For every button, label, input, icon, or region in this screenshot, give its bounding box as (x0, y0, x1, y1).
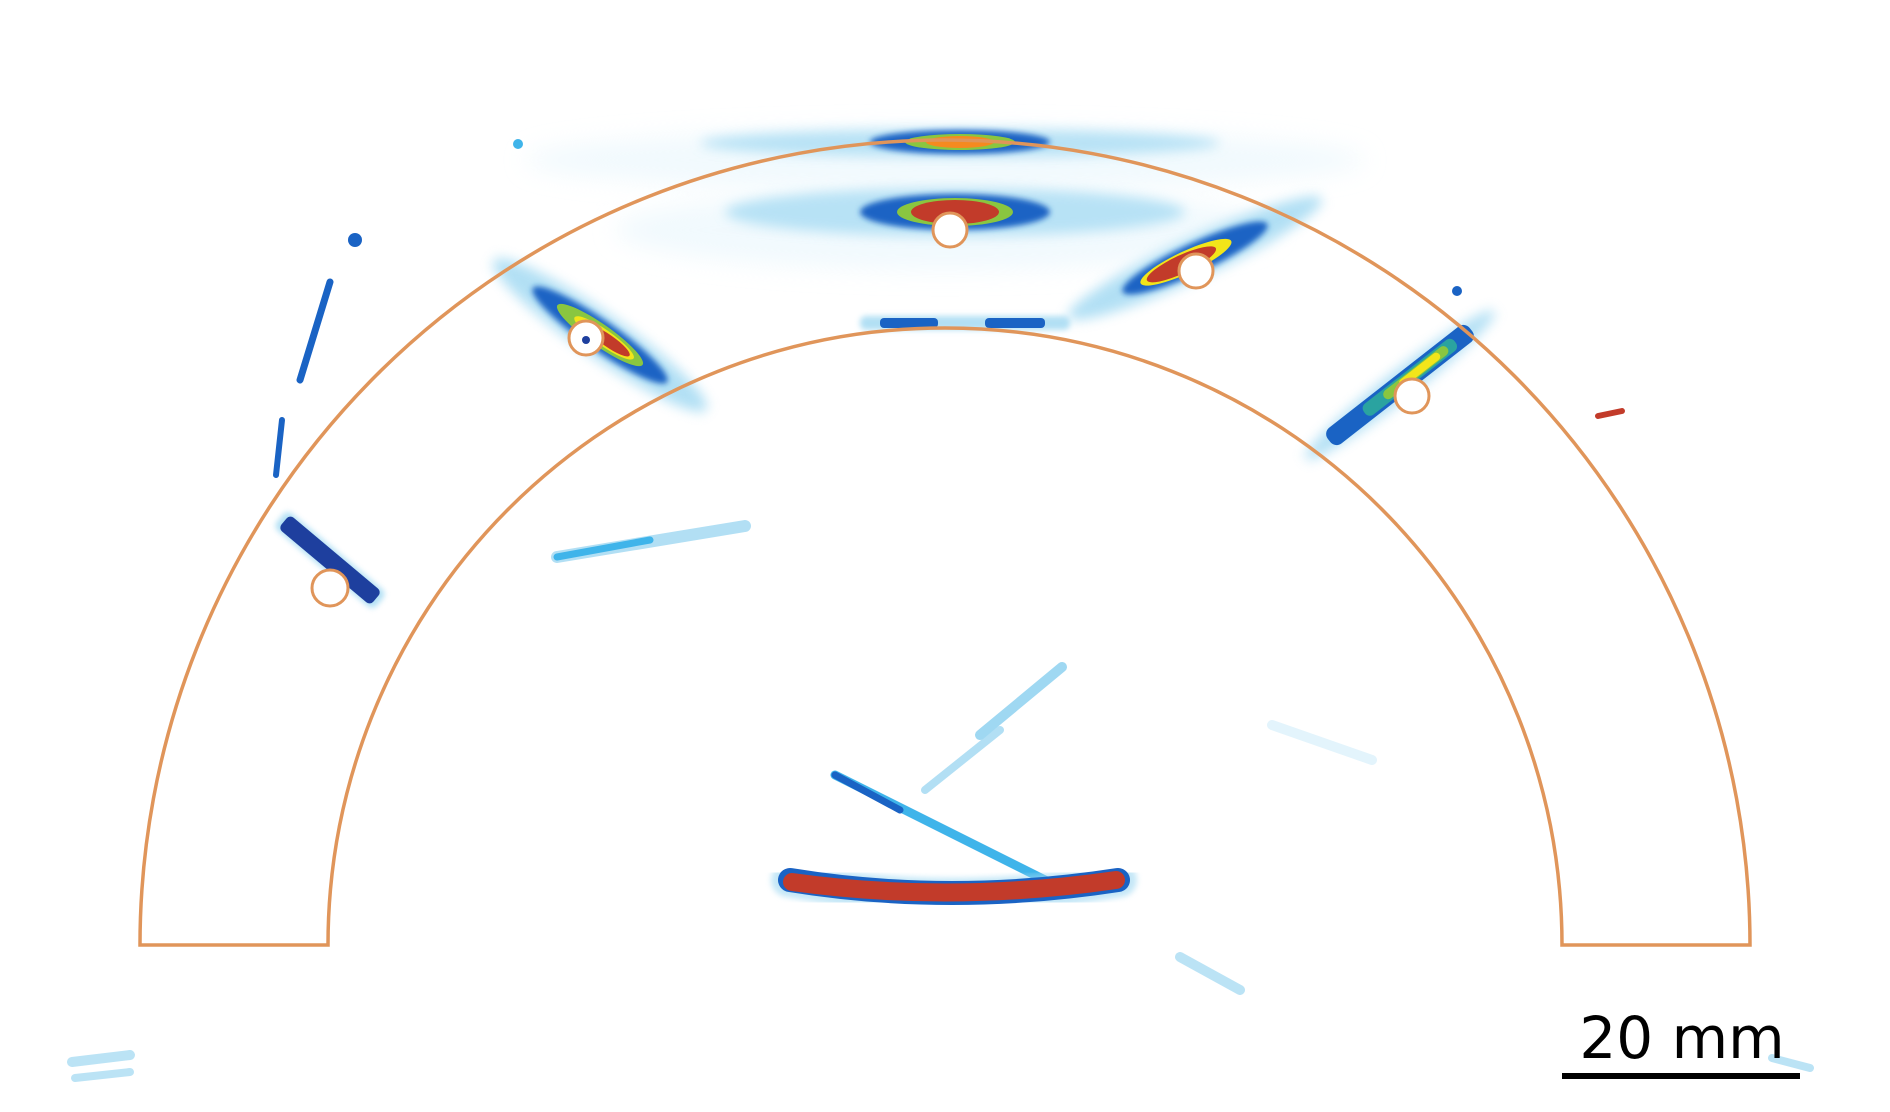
reflection-top-inner (725, 188, 1185, 236)
half-annulus-outline (138, 138, 1752, 947)
reflection-left-bar (275, 512, 385, 608)
marker-circle (1393, 377, 1431, 415)
reflection-center-lines (551, 520, 1377, 995)
reflection-top-outer (700, 129, 1220, 157)
marker-circle (931, 211, 969, 249)
defect-markers (310, 211, 1431, 608)
scale-bar-label: 20 mm (1579, 1004, 1784, 1072)
marker-dot (582, 336, 590, 344)
reflection-bottom-left-streaks (67, 1050, 1814, 1082)
reflection-bottom-arc (771, 863, 1137, 912)
marker-circle (310, 568, 350, 608)
scale-bar: 20 mm (1562, 1004, 1800, 1079)
marker-circle (1177, 252, 1215, 290)
reflection-left-streaks (273, 139, 1625, 478)
reflection-inner-arc-top (860, 316, 1070, 330)
